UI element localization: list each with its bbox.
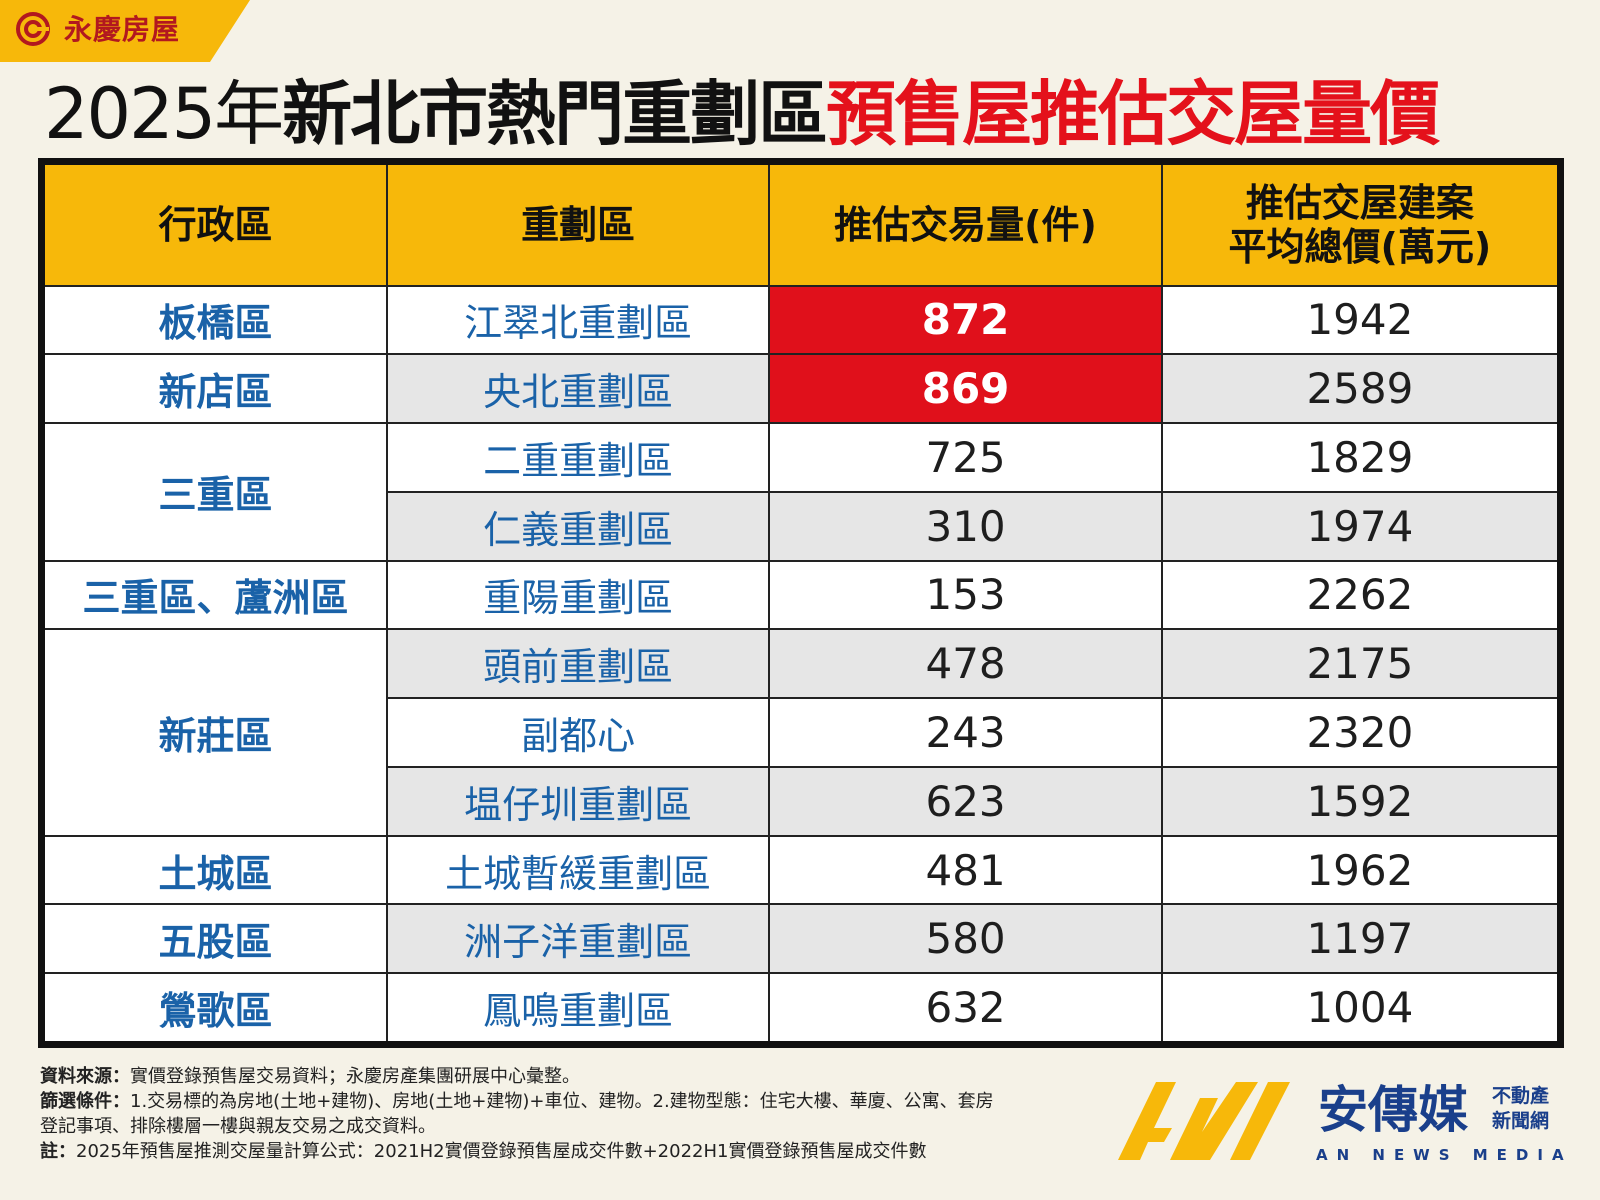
price-cell: 1974	[1160, 490, 1562, 562]
volume-cell: 153	[768, 559, 1163, 631]
title-highlight: 預售屋推估交屋量價	[826, 73, 1440, 155]
price-cell: 2589	[1160, 353, 1562, 425]
zone-cell: 央北重劃區	[385, 353, 771, 425]
header-price-line2: 平均總價(萬元)	[1228, 224, 1492, 269]
volume-cell: 481	[768, 834, 1163, 906]
volume-cell: 632	[768, 972, 1163, 1046]
table-row: 三重區 二重重劃區 725 1829	[40, 422, 1562, 562]
footnotes: 資料來源：實價登錄預售屋交易資料；永慶房產集團研展中心彙整。 篩選條件：1.交易…	[40, 1064, 1140, 1164]
zone-cell: 土城暫緩重劃區	[385, 834, 771, 906]
price-cell: 1592	[1160, 765, 1562, 837]
table-row: 板橋區 江翠北重劃區 872 1942	[40, 284, 1562, 356]
price-cell: 2262	[1160, 559, 1562, 631]
table-row: 土城區 土城暫緩重劃區 481 1962	[40, 834, 1562, 906]
note-source: 資料來源：實價登錄預售屋交易資料；永慶房產集團研展中心彙整。	[40, 1066, 580, 1087]
zone-cell: 洲子洋重劃區	[385, 903, 771, 975]
volume-cell: 869	[768, 353, 1163, 425]
header-district: 行政區	[40, 160, 388, 287]
volume-cell: 478	[768, 628, 1163, 700]
media-subtitle-2: 新聞網	[1492, 1110, 1550, 1132]
district-cell: 五股區	[40, 903, 388, 975]
district-cell: 新店區	[40, 353, 388, 425]
district-cell: 板橋區	[40, 284, 388, 356]
zone-cell: 頭前重劃區	[385, 628, 771, 700]
media-name: 安傳媒	[1318, 1081, 1468, 1139]
table-row: 新莊區 頭前重劃區 478 2175	[40, 628, 1562, 837]
district-cell: 三重區、蘆洲區	[40, 559, 388, 631]
district-cell: 新莊區	[40, 628, 388, 837]
header-price-line1: 推估交屋建案	[1245, 180, 1474, 225]
note-formula: 註：2025年預售屋推測交屋量計算公式：2021H2實價登錄預售屋成交件數+20…	[40, 1141, 927, 1162]
header-volume: 推估交易量(件)	[768, 160, 1163, 287]
price-cell: 1942	[1160, 284, 1562, 356]
price-cell: 2175	[1160, 628, 1562, 700]
zone-cell: 仁義重劃區	[385, 490, 771, 562]
zone-cell: 江翠北重劃區	[385, 284, 771, 356]
price-cell: 1197	[1160, 903, 1562, 975]
table-row: 塭仔圳重劃區 623 1592	[42, 765, 1562, 837]
district-cell: 土城區	[40, 834, 388, 906]
volume-cell: 580	[768, 903, 1163, 975]
table-row: 五股區 洲子洋重劃區 580 1197	[40, 903, 1562, 975]
media-english-name: AN NEWS MEDIA	[1316, 1146, 1573, 1164]
volume-cell: 725	[768, 422, 1163, 493]
data-table: 行政區 重劃區 推估交易量(件) 推估交屋建案 平均總價(萬元) 板橋區 江翠北…	[38, 158, 1564, 1048]
price-cell: 1962	[1160, 834, 1562, 906]
note-filter: 篩選條件：1.交易標的為房地(土地+建物)、房地(土地+建物)+車位、建物。2.…	[40, 1091, 994, 1112]
header-price: 推估交屋建案 平均總價(萬元)	[1160, 160, 1562, 287]
yungching-logo-icon	[16, 12, 50, 46]
zone-cell: 重陽重劃區	[385, 559, 771, 631]
an-news-media-logo-icon	[1118, 1082, 1290, 1160]
district-cell: 三重區	[40, 422, 388, 562]
title-main: 新北市熱門重劃區	[282, 73, 828, 155]
volume-cell: 623	[768, 765, 1163, 837]
zone-cell: 二重重劃區	[385, 422, 771, 493]
table-row: 鶯歌區 鳳鳴重劃區 632 1004	[40, 972, 1562, 1046]
volume-cell: 872	[768, 284, 1163, 356]
zone-cell: 副都心	[385, 697, 771, 768]
volume-cell: 243	[768, 697, 1163, 768]
table-row: 新店區 央北重劃區 869 2589	[40, 353, 1562, 425]
note-filter-continued: 登記事項、排除樓層一樓與親友交易之成交資料。	[40, 1116, 436, 1137]
volume-cell: 310	[768, 490, 1163, 562]
price-cell: 1829	[1160, 422, 1562, 493]
header-zone: 重劃區	[385, 160, 771, 287]
page-title: 2025年新北市熱門重劃區預售屋推估交屋量價	[44, 74, 1574, 154]
table-row: 仁義重劃區 310 1974	[42, 490, 1562, 562]
table-row: 三重區、蘆洲區 重陽重劃區 153 2262	[40, 559, 1562, 631]
title-year: 2025年	[44, 73, 284, 155]
media-subtitle: 不動產 新聞網	[1492, 1084, 1549, 1134]
district-cell: 鶯歌區	[40, 972, 388, 1046]
brand-name: 永慶房屋	[64, 13, 181, 46]
table-row: 副都心 243 2320	[42, 697, 1562, 768]
price-cell: 2320	[1160, 697, 1562, 768]
zone-cell: 鳳鳴重劃區	[385, 972, 771, 1046]
zone-cell: 塭仔圳重劃區	[385, 765, 771, 837]
media-subtitle-1: 不動產	[1492, 1085, 1550, 1107]
price-cell: 1004	[1160, 972, 1562, 1046]
